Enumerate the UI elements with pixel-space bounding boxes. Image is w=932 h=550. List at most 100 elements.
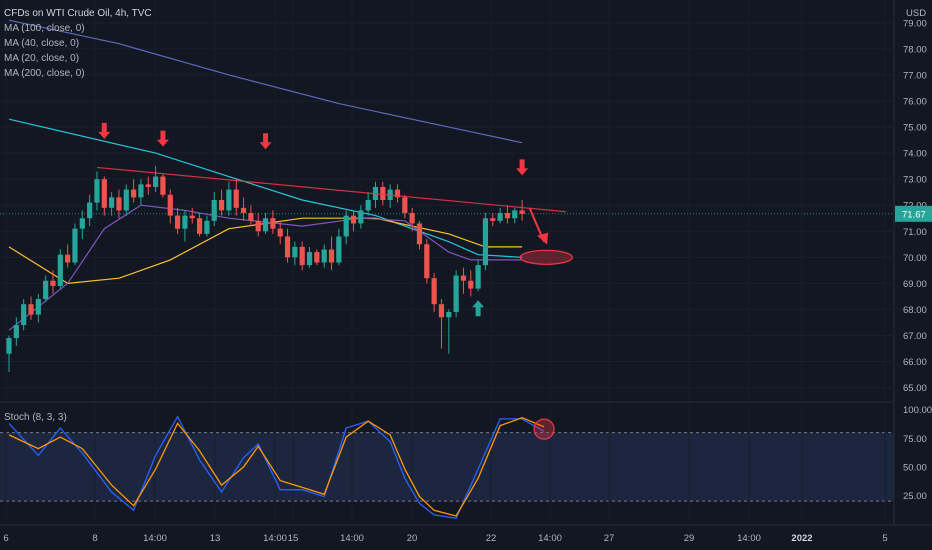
price-tick-label: 78.00 (903, 44, 927, 55)
resistance-trendline (96, 166, 567, 213)
time-tick-label: 14:00 (143, 533, 167, 544)
candle-body (292, 246, 298, 258)
candle-body (431, 278, 437, 305)
candle-body (314, 252, 320, 263)
candle-body (409, 213, 415, 224)
candle-body (145, 184, 151, 187)
candle-body (497, 213, 503, 221)
time-tick-label: 13 (210, 533, 221, 544)
candle-body (211, 200, 217, 221)
candle-body (299, 246, 305, 266)
stoch-tick-label: 100.00 (903, 405, 932, 416)
price-tick-label: 67.00 (903, 331, 927, 342)
ma200-line (8, 19, 523, 144)
candle-body (233, 189, 239, 208)
indicator-ma100[interactable]: MA (100, close, 0) (4, 23, 85, 34)
candle-body (109, 197, 115, 208)
stoch-tick-label: 25.00 (903, 491, 927, 502)
chart-title: CFDs on WTI Crude Oil, 4h, TVC (4, 8, 152, 19)
candle-body (424, 244, 430, 279)
candle-body (196, 218, 203, 234)
price-tick-label: 65.00 (903, 383, 927, 394)
candle-body (358, 210, 364, 224)
candle-body (248, 213, 254, 221)
price-tick-label: 74.00 (903, 149, 927, 160)
candle-body (446, 312, 452, 318)
candle-body (226, 189, 232, 211)
candle-body (504, 213, 511, 219)
candle-body (343, 215, 349, 237)
candle-body (350, 215, 357, 224)
candle-body (240, 207, 247, 214)
time-tick-label: 14:00 (538, 533, 562, 544)
candle-body (482, 218, 489, 266)
candle-body (365, 200, 371, 211)
candle-body (270, 218, 276, 229)
candle-body (35, 299, 41, 315)
candle-body (262, 218, 269, 232)
candle-body (512, 210, 518, 219)
price-tick-label: 68.00 (903, 305, 927, 316)
candle-body (255, 220, 261, 232)
stoch-tick-label: 50.00 (903, 462, 927, 473)
indicator-ma20[interactable]: MA (20, close, 0) (4, 53, 80, 64)
time-tick-label: 22 (486, 533, 497, 544)
time-tick-label: 29 (684, 533, 695, 544)
down-arrow-icon (98, 122, 111, 139)
price-tick-label: 69.00 (903, 279, 927, 290)
time-tick-label: 20 (407, 533, 418, 544)
candle-body (94, 179, 100, 203)
price-tick-label: 77.00 (903, 70, 927, 81)
time-tick-label: 14:00 (263, 533, 287, 544)
candle-body (380, 186, 386, 200)
down-arrow-icon (516, 159, 529, 176)
projection-arrow-head (537, 232, 549, 245)
currency-label: USD (906, 8, 926, 19)
candle-body (79, 218, 85, 229)
last-price-badge (895, 205, 932, 222)
candle-body (306, 252, 313, 266)
candle-body (123, 189, 129, 211)
stoch-indicator-label[interactable]: Stoch (8, 3, 3) (4, 412, 67, 423)
indicator-ma200[interactable]: MA (200, close, 0) (4, 68, 85, 79)
time-tick-label: 15 (288, 533, 299, 544)
candle-body (65, 254, 71, 263)
up-arrow-icon (472, 300, 485, 317)
candle-body (21, 304, 27, 326)
last-price-label: 71.67 (902, 209, 926, 220)
candle-body (174, 215, 181, 229)
candle-body (475, 265, 481, 289)
stoch-tick-label: 75.00 (903, 434, 927, 445)
candle-body (218, 200, 225, 211)
stoch-k-line (8, 415, 545, 520)
candle-body (57, 254, 63, 286)
stoch-marker-circle (533, 418, 555, 440)
candle-body (453, 275, 459, 313)
down-arrow-icon (259, 133, 272, 150)
candle-body (43, 280, 49, 299)
candle-body (138, 184, 144, 198)
candle-body (438, 304, 445, 318)
candle-body (468, 280, 474, 289)
candle-body (101, 179, 107, 208)
candle-body (72, 228, 78, 263)
time-tick-label: 14:00 (737, 533, 761, 544)
candle-body (328, 249, 335, 263)
price-tick-label: 73.00 (903, 175, 927, 186)
stoch-band (0, 432, 894, 502)
candle-body (182, 215, 188, 229)
candle-body (519, 210, 525, 214)
indicator-ma40[interactable]: MA (40, close, 0) (4, 38, 80, 49)
candle-body (153, 176, 159, 187)
time-tick-label: 14:00 (340, 533, 364, 544)
candle-body (336, 236, 342, 263)
candle-body (167, 194, 173, 216)
stoch-d-line (8, 417, 545, 517)
candle-body (50, 280, 56, 286)
candle-body (13, 325, 19, 339)
candle-body (204, 220, 210, 234)
price-tick-label: 79.00 (903, 18, 927, 29)
candle-body (321, 249, 327, 263)
price-tick-label: 75.00 (903, 123, 927, 134)
